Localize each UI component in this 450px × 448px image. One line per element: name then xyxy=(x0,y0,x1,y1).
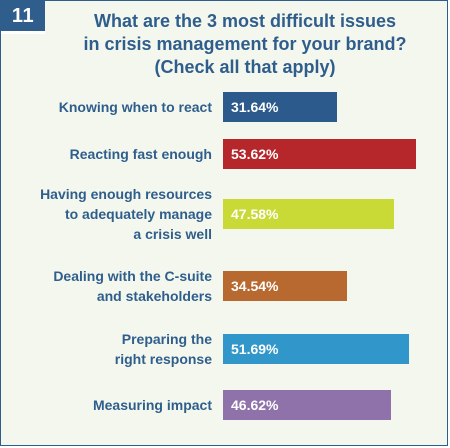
bar-6 xyxy=(223,390,391,420)
bar-value-label: 34.54% xyxy=(231,278,279,294)
chart-title-line: What are the 3 most difficult issues xyxy=(93,11,397,31)
figure-number-badge: 11 xyxy=(1,1,45,34)
category-label: Measuring impact xyxy=(93,397,212,413)
bar-1 xyxy=(223,92,337,122)
bar-2 xyxy=(223,139,416,169)
chart-title-line: (Check all that apply) xyxy=(154,57,336,77)
bar-value-label: 46.62% xyxy=(231,397,279,413)
category-label: Knowing when to react xyxy=(59,99,213,115)
bar-value-label: 53.62% xyxy=(231,146,279,162)
chart-title: What are the 3 most difficult issues in … xyxy=(51,10,439,79)
category-label: Reacting fast enough xyxy=(70,146,212,162)
bar-3 xyxy=(223,199,394,229)
category-label: Having enough resources to adequately man… xyxy=(40,186,212,242)
bar-5 xyxy=(223,334,409,364)
chart-title-line: in crisis management for your brand? xyxy=(83,34,407,54)
bar-value-label: 31.64% xyxy=(231,99,279,115)
bar-value-label: 47.58% xyxy=(231,206,279,222)
bar-4 xyxy=(223,271,347,301)
bar-value-label: 51.69% xyxy=(231,341,279,357)
category-label: Preparing the right response xyxy=(115,331,212,367)
category-label: Dealing with the C-suite and stakeholders xyxy=(53,268,212,304)
